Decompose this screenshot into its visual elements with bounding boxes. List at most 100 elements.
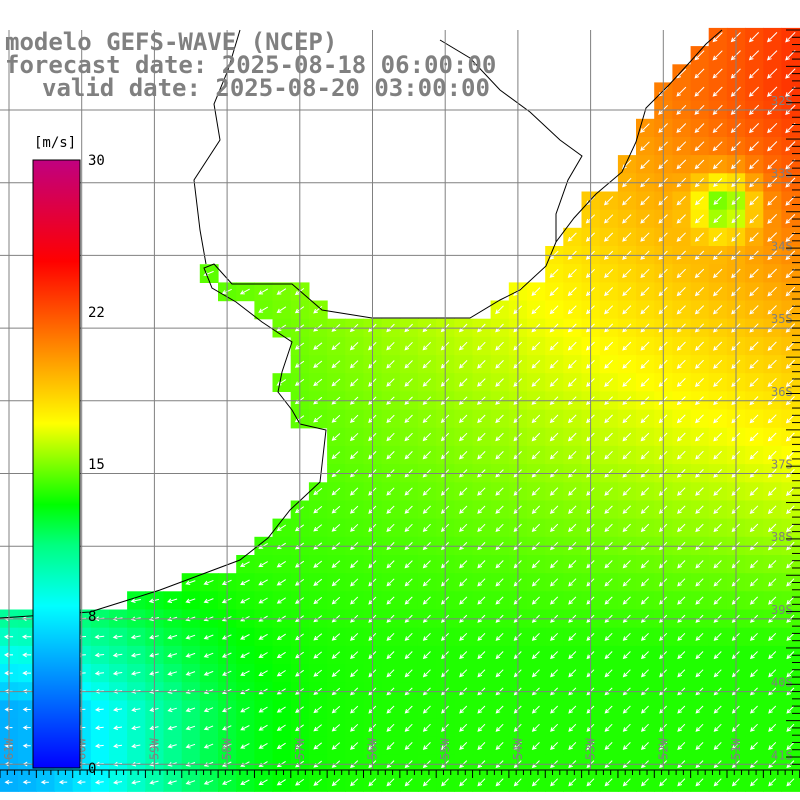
wind-arrow [459,778,468,787]
wind-arrow [659,778,668,787]
wind-arrow [76,779,86,785]
wind-arrow [622,723,631,732]
wind-arrow [749,578,759,587]
wind-arrow [767,560,777,569]
wind-arrow [713,341,723,351]
wind-arrow [767,159,778,170]
wind-arrow [386,578,395,587]
wind-arrow [404,487,413,496]
wind-arrow [386,505,395,514]
wind-arrow [712,68,723,79]
wind-arrow [295,778,304,786]
wind-arrow [386,705,395,714]
wind-arrow [94,743,104,749]
wind-arrow [185,780,196,785]
wind-arrow [786,578,795,587]
wind-arrow [549,450,559,460]
wind-arrow [495,414,504,424]
wind-arrow [350,596,359,605]
wind-arrow [531,705,540,714]
wind-arrow [203,707,214,713]
wind-arrow [550,669,559,678]
wind-arrow [748,141,759,152]
wind-arrow [313,342,323,350]
lat-label: 35S [771,312,793,326]
wind-arrow [167,725,177,731]
wind-arrow [640,432,650,442]
wind-arrow [258,597,268,604]
wind-arrow [404,414,413,424]
wind-arrow [203,579,214,585]
wind-arrow [640,268,650,279]
wind-arrow [766,86,778,97]
wind-arrow [748,32,760,43]
wind-arrow [422,596,431,605]
wind-arrow [712,141,723,152]
wind-arrow [130,671,141,676]
wind-arrow [386,378,395,387]
wind-arrow [331,724,341,732]
wind-arrow [676,232,686,242]
wind-arrow [640,196,650,206]
grid-labels: 61W 60W 59W 58W 57W 56W 55W 54W 53W 52W 51W32S33S3… [2,94,793,762]
wind-arrow [568,742,577,751]
wind-arrow [495,632,504,641]
wind-arrow [386,523,395,533]
model-title: modelo GEFS-WAVE (NCEP) [5,28,338,56]
wind-arrow [694,68,705,79]
wind-arrow [531,360,541,369]
wind-arrow [131,743,141,749]
wind-arrow [240,725,250,731]
wind-arrow [22,670,31,676]
wind-arrow [731,778,740,787]
wind-arrow [240,652,250,658]
wind-arrow [713,742,722,751]
wind-arrow [94,670,105,676]
wind-arrow [767,305,777,315]
wind-arrow [112,670,123,676]
wind-arrow [40,779,49,785]
wind-arrow [404,432,413,442]
wind-arrow [458,378,468,387]
wind-arrow [422,341,432,351]
wind-arrow [550,778,559,787]
wind-arrow [331,596,341,605]
coastline [0,29,723,619]
wind-arrow [785,414,795,424]
wind-arrow [167,707,177,713]
wind-arrow [640,450,650,460]
wind-arrow [768,742,777,751]
wind-arrow [349,414,359,423]
wind-arrow [712,32,723,43]
wind-arrow [276,779,286,786]
wind-arrow [677,723,686,732]
wind-arrow [640,723,649,732]
wind-arrow [404,723,413,732]
wind-arrow [458,341,468,351]
wind-arrow [676,287,686,297]
wind-arrow [113,707,123,712]
wind-arrow [694,123,705,134]
wind-arrow [349,487,359,496]
wind-arrow [167,634,178,640]
wind-arrow [459,523,468,533]
lat-label: 38S [771,530,793,544]
wind-arrow [531,723,540,732]
wind-arrow [713,432,723,442]
wind-arrow [640,159,650,170]
wind-arrow [767,286,777,297]
wind-arrow [276,597,286,604]
wind-arrow [331,524,341,532]
wind-arrow [677,742,686,751]
wind-arrow [712,86,723,97]
wind-arrow [459,487,468,496]
wind-arrow [785,68,796,79]
wind-arrow [477,378,486,387]
wind-arrow [766,50,778,61]
wind-arrow [640,523,650,533]
wind-arrow [640,705,649,714]
wind-arrow [694,359,704,369]
wind-arrow [767,232,778,242]
wind-arrow [749,505,759,515]
wind-arrow [477,451,486,460]
